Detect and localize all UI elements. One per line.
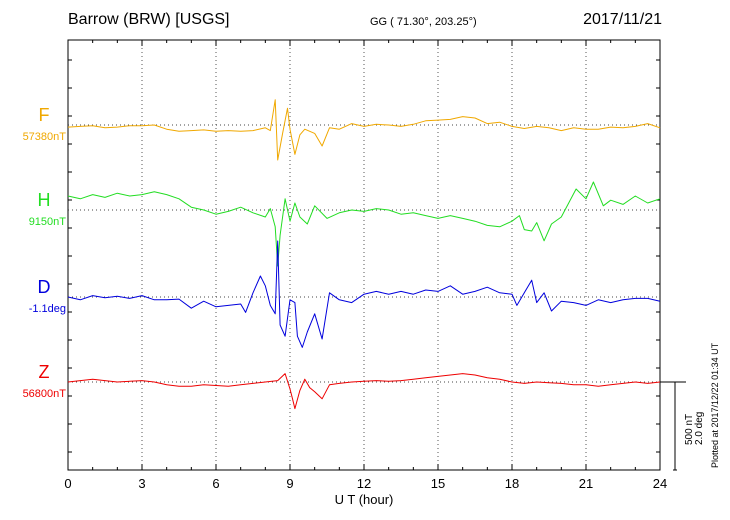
scale-nt-label: 500 nT xyxy=(684,414,695,445)
x-tick-label: 21 xyxy=(579,476,593,491)
series-h-line xyxy=(67,181,661,267)
x-tick-label: 24 xyxy=(653,476,667,491)
baseline-value-h: 9150nT xyxy=(28,216,66,228)
station-title: Barrow (BRW) [USGS] xyxy=(68,11,230,28)
component-label-h: H xyxy=(37,190,51,210)
plotted-timestamp: Plotted at 2017/12/22 01:34 UT xyxy=(710,342,720,468)
x-axis-label: U T (hour) xyxy=(335,492,394,507)
series-d-line xyxy=(67,240,661,348)
geographic-coordinates: GG ( 71.30°, 203.25°) xyxy=(370,16,477,28)
series-z-line xyxy=(67,373,661,410)
x-tick-label: 15 xyxy=(431,476,445,491)
series-f-line xyxy=(67,99,661,161)
x-tick-label: 12 xyxy=(357,476,371,491)
component-label-f: F xyxy=(38,105,50,125)
baseline-value-f: 57380nT xyxy=(22,131,66,143)
component-label-d: D xyxy=(37,277,51,297)
date-label: 2017/11/21 xyxy=(583,11,662,28)
x-tick-label: 0 xyxy=(64,476,71,491)
scale-deg-label: 2.0 deg xyxy=(694,412,705,445)
x-tick-label: 18 xyxy=(505,476,519,491)
baseline-value-z: 56800nT xyxy=(22,388,66,400)
x-tick-label: 6 xyxy=(212,476,219,491)
x-tick-label: 9 xyxy=(286,476,293,491)
component-label-z: Z xyxy=(38,362,50,382)
baseline-value-d: -1.1deg xyxy=(28,303,66,315)
x-tick-label: 3 xyxy=(138,476,145,491)
